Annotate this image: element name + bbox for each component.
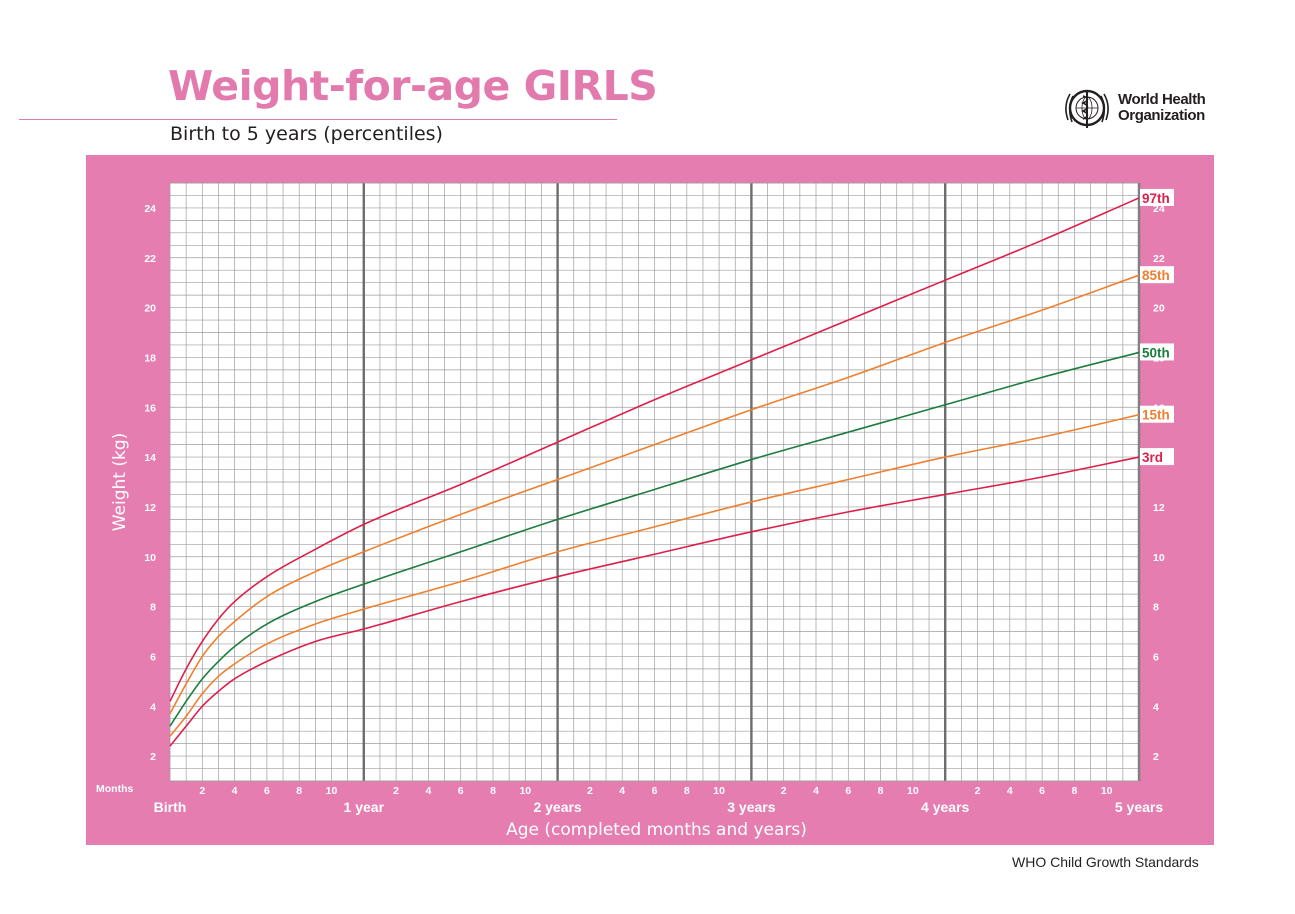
y-tick-label-right: 10 bbox=[1153, 552, 1165, 564]
month-tick-label: 10 bbox=[326, 785, 338, 797]
who-logo: World Health Organization bbox=[1061, 84, 1221, 132]
percentile-curve-97th bbox=[169, 197, 1140, 702]
y-tick-label-left: 22 bbox=[144, 253, 156, 265]
percentile-curve-50th bbox=[169, 351, 1140, 727]
month-tick-label: 6 bbox=[652, 785, 658, 797]
org-name-line1: World Health bbox=[1118, 91, 1206, 108]
month-tick-label: 2 bbox=[587, 785, 593, 797]
org-name-line2: Organization bbox=[1118, 107, 1205, 124]
growth-chart: 2244668810101212141416161818202022222424… bbox=[96, 182, 1174, 840]
y-tick-label-left: 16 bbox=[144, 402, 156, 414]
month-tick-label: 6 bbox=[264, 785, 270, 797]
year-label: 1 year bbox=[344, 799, 385, 815]
page-title: Weight-for-age GIRLS bbox=[168, 62, 658, 110]
y-tick-label-left: 8 bbox=[150, 602, 156, 614]
percentile-curve-15th bbox=[169, 413, 1140, 737]
y-tick-label-left: 20 bbox=[144, 303, 156, 315]
y-tick-label-left: 12 bbox=[144, 502, 156, 514]
x-axis-title: Age (completed months and years) bbox=[506, 820, 807, 840]
month-tick-label: 10 bbox=[713, 785, 725, 797]
y-tick-label-left: 24 bbox=[144, 203, 156, 215]
series-label-50th: 50th bbox=[1142, 345, 1170, 360]
y-tick-label-left: 18 bbox=[144, 352, 156, 364]
y-tick-label-right: 6 bbox=[1153, 651, 1159, 663]
title-rule bbox=[19, 119, 617, 120]
month-tick-label: 4 bbox=[232, 785, 238, 797]
chart-panel: 2244668810101212141416161818202022222424… bbox=[86, 155, 1214, 845]
year-label: 5 years bbox=[1115, 799, 1163, 815]
y-tick-label-left: 6 bbox=[150, 651, 156, 663]
org-name: World Health Organization bbox=[1118, 91, 1206, 124]
series-label-15th: 15th bbox=[1142, 408, 1170, 423]
month-tick-label: 10 bbox=[907, 785, 919, 797]
year-label: 3 years bbox=[727, 799, 775, 815]
series-label-bg bbox=[1140, 405, 1174, 423]
y-tick-label-right: 4 bbox=[1153, 701, 1159, 713]
month-tick-label: 2 bbox=[781, 785, 787, 797]
month-tick-label: 8 bbox=[1071, 785, 1077, 797]
month-tick-label: 2 bbox=[393, 785, 399, 797]
series-label-bg bbox=[1140, 343, 1174, 361]
series-label-bg bbox=[1140, 188, 1174, 206]
y-tick-label-right: 12 bbox=[1153, 502, 1165, 514]
year-label: Birth bbox=[154, 799, 187, 815]
series-label-bg bbox=[1140, 266, 1174, 284]
page-subtitle: Birth to 5 years (percentiles) bbox=[170, 123, 443, 145]
series-label-85th: 85th bbox=[1142, 268, 1170, 283]
month-tick-label: 8 bbox=[296, 785, 302, 797]
series-label-97th: 97th bbox=[1142, 191, 1170, 206]
year-label: 2 years bbox=[533, 799, 581, 815]
month-tick-label: 8 bbox=[878, 785, 884, 797]
month-tick-label: 6 bbox=[458, 785, 464, 797]
month-tick-label: 4 bbox=[619, 785, 625, 797]
month-tick-label: 6 bbox=[845, 785, 851, 797]
series-label-bg bbox=[1140, 448, 1174, 466]
month-tick-label: 8 bbox=[684, 785, 690, 797]
who-emblem-icon bbox=[1065, 89, 1109, 128]
y-tick-label-left: 14 bbox=[144, 452, 156, 464]
x-unit-label: Months bbox=[96, 783, 133, 795]
month-tick-label: 6 bbox=[1039, 785, 1045, 797]
percentile-curve-85th bbox=[169, 274, 1140, 715]
y-tick-label-right: 2 bbox=[1153, 751, 1159, 763]
year-label: 4 years bbox=[921, 799, 969, 815]
y-tick-label-left: 4 bbox=[150, 701, 156, 713]
y-tick-label-left: 10 bbox=[144, 552, 156, 564]
month-tick-label: 10 bbox=[1101, 785, 1113, 797]
y-tick-label-right: 22 bbox=[1153, 253, 1165, 265]
month-tick-label: 2 bbox=[975, 785, 981, 797]
y-tick-label-left: 2 bbox=[150, 751, 156, 763]
month-tick-label: 4 bbox=[1007, 785, 1013, 797]
y-tick-label-right: 24 bbox=[1153, 203, 1165, 215]
month-tick-label: 2 bbox=[199, 785, 205, 797]
percentile-curve-3rd bbox=[169, 456, 1140, 747]
series-label-3rd: 3rd bbox=[1142, 450, 1163, 465]
month-tick-label: 4 bbox=[813, 785, 819, 797]
month-tick-label: 8 bbox=[490, 785, 496, 797]
y-tick-label-right: 8 bbox=[1153, 602, 1159, 614]
y-tick-label-right: 20 bbox=[1153, 303, 1165, 315]
month-tick-label: 4 bbox=[425, 785, 431, 797]
month-tick-label: 10 bbox=[519, 785, 531, 797]
footer-credit: WHO Child Growth Standards bbox=[1012, 854, 1199, 870]
y-axis-title: Weight (kg) bbox=[110, 433, 130, 532]
plot-border bbox=[169, 182, 1140, 782]
